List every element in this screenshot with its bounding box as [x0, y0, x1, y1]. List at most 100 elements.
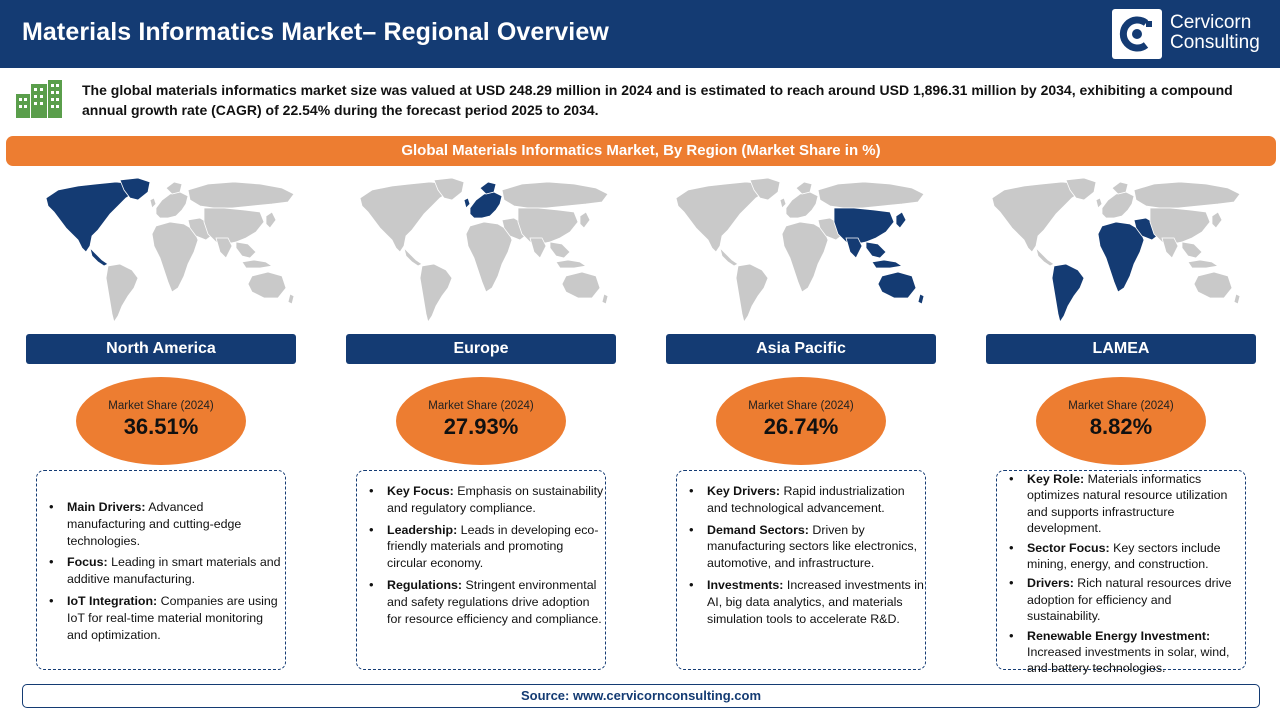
- map-landmass-uk: [1095, 197, 1103, 209]
- map-landmass-europe: [1101, 191, 1135, 219]
- map-landmass-japan: [895, 211, 907, 229]
- info-item: Investments: Increased investments in AI…: [677, 577, 925, 627]
- map-landmass-india: [845, 237, 863, 259]
- info-item: Demand Sectors: Driven by manufacturing …: [677, 522, 925, 572]
- world-map-lamea: [984, 176, 1244, 326]
- info-item: Regulations: Stringent environmental and…: [357, 577, 605, 627]
- info-item: Key Drivers: Rapid industrialization and…: [677, 483, 925, 517]
- logo-line-2: Consulting: [1170, 32, 1260, 53]
- info-item: Sector Focus: Key sectors include mining…: [997, 540, 1245, 573]
- map-landmass-new-zealand: [601, 293, 609, 305]
- cervicorn-logo-icon: [1112, 9, 1162, 59]
- info-item: Main Drivers: Advanced manufacturing and…: [37, 499, 285, 549]
- map-landmass-scandinavia: [1111, 181, 1129, 195]
- map-landmass-south-america: [1051, 263, 1085, 323]
- info-text: Emphasis on sustainability and regulator…: [387, 484, 604, 515]
- map-landmass-russia: [817, 181, 925, 209]
- info-text: Advanced manufacturing and cutting-edge …: [67, 500, 242, 548]
- region-label-asia-pacific: Asia Pacific: [666, 334, 936, 364]
- region-label-lamea: LAMEA: [986, 334, 1256, 364]
- info-box-north-america: Main Drivers: Advanced manufacturing and…: [36, 470, 286, 670]
- map-landmass-central-america: [89, 246, 109, 267]
- info-box-europe: Key Focus: Emphasis on sustainability an…: [356, 470, 606, 670]
- map-landmass-south-america: [105, 263, 139, 323]
- region-label-north-america: North America: [26, 334, 296, 364]
- info-key: Demand Sectors:: [707, 522, 809, 537]
- map-landmass-uk: [149, 197, 157, 209]
- map-landmass-greenland: [119, 177, 151, 201]
- info-text: Leading in smart materials and additive …: [67, 555, 281, 587]
- map-landmass-africa: [151, 221, 199, 293]
- info-box-lamea: Key Role: Materials informatics optimize…: [996, 470, 1246, 675]
- map-landmass-europe: [785, 191, 819, 219]
- map-landmass-north-america: [45, 181, 137, 253]
- info-key: Renewable Energy Investment:: [1027, 628, 1211, 643]
- header-bar: Materials Informatics Market– Regional O…: [0, 0, 1280, 68]
- world-map-asia-pacific: [668, 176, 928, 326]
- market-share-europe: Market Share (2024) 27.93%: [396, 377, 566, 465]
- map-landmass-indonesia: [1187, 259, 1220, 269]
- map-landmass-africa: [1097, 221, 1145, 293]
- info-key: Regulations:: [387, 577, 463, 592]
- market-share-value: 26.74%: [763, 414, 839, 439]
- map-landmass-japan: [265, 211, 277, 229]
- map-landmass-central-america: [719, 246, 739, 267]
- info-item: Focus: Leading in smart materials and ad…: [37, 554, 285, 588]
- info-key: Focus:: [67, 555, 108, 570]
- info-key: Investments:: [707, 577, 784, 592]
- buildings-icon: [16, 80, 64, 118]
- map-landmass-india: [1161, 237, 1179, 259]
- world-map-europe: [352, 176, 612, 326]
- map-landmass-scandinavia: [795, 181, 813, 195]
- map-landmass-india: [215, 237, 233, 259]
- map-landmass-south-america: [419, 263, 453, 323]
- map-landmass-new-zealand: [287, 293, 295, 305]
- market-share-value: 27.93%: [443, 414, 519, 439]
- map-landmass-central-america: [1035, 246, 1055, 267]
- info-item: IoT Integration: Companies are using IoT…: [37, 593, 285, 643]
- info-text: Increased investments in AI, big data an…: [707, 577, 924, 626]
- map-landmass-australia: [877, 271, 917, 299]
- logo-line-1: Cervicorn: [1170, 12, 1252, 33]
- info-key: IoT Integration:: [67, 593, 158, 608]
- market-share-label: Market Share (2024): [428, 400, 534, 412]
- market-share-lamea: Market Share (2024) 8.82%: [1036, 377, 1206, 465]
- map-landmass-japan: [1211, 211, 1223, 229]
- market-share-label: Market Share (2024): [108, 400, 214, 412]
- map-landmass-scandinavia: [165, 181, 183, 195]
- market-share-value: 8.82%: [1089, 414, 1153, 439]
- info-key: Drivers:: [1027, 576, 1074, 591]
- map-landmass-north-america: [359, 181, 451, 253]
- page-title: Materials Informatics Market– Regional O…: [22, 18, 609, 46]
- map-landmass-south-america: [735, 263, 769, 323]
- map-landmass-new-zealand: [1233, 293, 1241, 305]
- info-text: Increased investments in solar, wind, an…: [1027, 645, 1230, 676]
- map-landmass-australia: [561, 271, 601, 299]
- info-text: Stringent environmental and safety regul…: [387, 577, 602, 626]
- info-item: Leadership: Leads in developing eco-frie…: [357, 522, 605, 572]
- map-landmass-greenland: [433, 177, 465, 201]
- info-text: Companies are using IoT for real-time ma…: [67, 593, 278, 642]
- map-landmass-indonesia: [241, 259, 274, 269]
- info-key: Leadership:: [387, 522, 458, 537]
- map-landmass-asia: [203, 207, 265, 245]
- map-landmass-russia: [187, 181, 295, 209]
- map-landmass-se-asia: [865, 241, 887, 259]
- logo-text: Cervicorn Consulting: [1170, 13, 1260, 53]
- info-text: Rapid industrialization and technologica…: [707, 484, 905, 515]
- info-key: Key Drivers:: [707, 484, 781, 498]
- info-key: Sector Focus:: [1027, 540, 1110, 555]
- map-landmass-russia: [1133, 181, 1241, 209]
- info-item: Renewable Energy Investment: Increased i…: [997, 628, 1245, 677]
- info-key: Key Focus:: [387, 484, 454, 498]
- info-item: Drivers: Rich natural resources drive ad…: [997, 575, 1245, 624]
- map-landmass-uk: [463, 197, 471, 209]
- market-share-asia-pacific: Market Share (2024) 26.74%: [716, 377, 886, 465]
- market-share-north-america: Market Share (2024) 36.51%: [76, 377, 246, 465]
- source-footer: Source: www.cervicornconsulting.com: [22, 684, 1260, 708]
- map-landmass-se-asia: [1181, 241, 1203, 259]
- map-landmass-greenland: [749, 177, 781, 201]
- map-landmass-asia: [1149, 207, 1211, 245]
- info-text: Rich natural resources drive adoption fo…: [1027, 576, 1232, 624]
- info-text: Key sectors include mining, energy, and …: [1027, 540, 1221, 572]
